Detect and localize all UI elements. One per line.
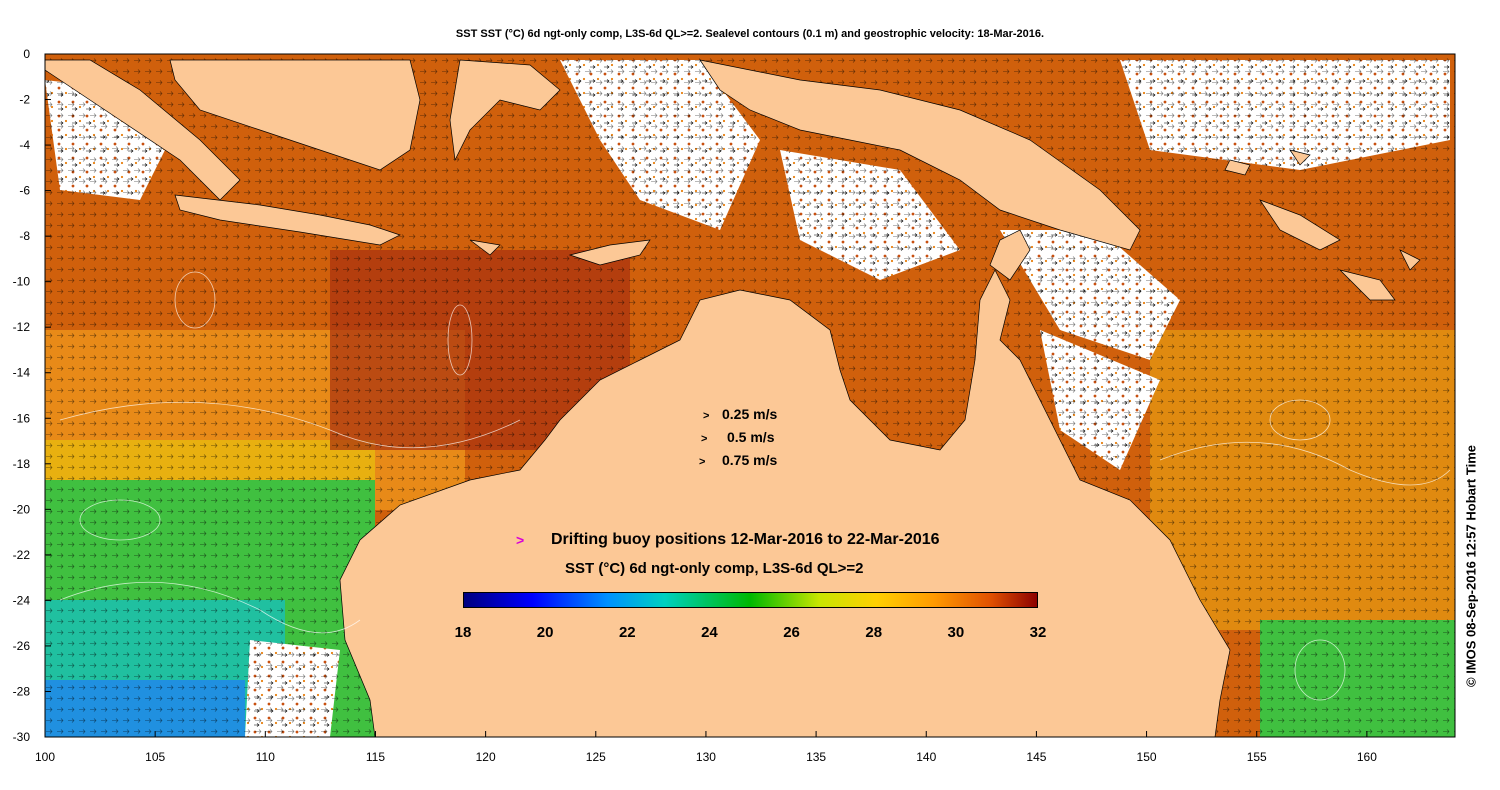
new-guinea-landmass (699, 59, 1141, 251)
x-tick-label-1: 105 (145, 750, 165, 764)
x-tick-label-7: 135 (806, 750, 826, 764)
map-plot-area (45, 54, 1455, 737)
y-tick-label-3: -6 (19, 184, 30, 198)
vanuatu-landmass (1338, 269, 1396, 301)
y-tick-label-7: -14 (13, 366, 31, 380)
y-tick-label-2: -4 (19, 138, 30, 152)
velocity-legend-arrow-3: > (699, 456, 706, 468)
cape-york-landmass (989, 229, 1031, 281)
x-tick-label-4: 120 (476, 750, 496, 764)
x-tick-label-2: 110 (256, 750, 275, 764)
land-masses (45, 59, 1421, 737)
buoy-legend-label: Drifting buoy positions 12-Mar-2016 to 2… (551, 531, 940, 548)
plot-frame (44, 53, 1456, 738)
buoy-legend-arrow: > (516, 532, 525, 548)
colorbar-tick-label-3: 24 (701, 624, 718, 641)
colorbar-tick-label-5: 28 (865, 624, 883, 641)
y-tick-label-6: -12 (13, 320, 31, 334)
x-tick-label-9: 145 (1026, 750, 1046, 764)
australia-landmass (339, 269, 1231, 737)
y-tick-label-4: -8 (19, 229, 30, 243)
velocity-legend-label-3: 0.75 m/s (722, 452, 778, 468)
velocity-legend-label-1: 0.25 m/s (722, 406, 778, 422)
y-tick-label-14: -28 (13, 684, 31, 698)
java-landmass (174, 194, 401, 246)
colorbar-tick-label-2: 22 (618, 624, 636, 641)
y-tick-label-5: -10 (13, 275, 31, 289)
sulawesi-landmass (449, 59, 561, 162)
y-tick-label-10: -20 (13, 502, 31, 516)
colorbar-tick-label-0: 18 (454, 624, 472, 641)
y-tick-label-0: 0 (23, 47, 30, 61)
colorbar-tick-label-6: 30 (947, 624, 965, 641)
y-tick-label-12: -24 (13, 593, 31, 607)
x-tick-label-5: 125 (586, 750, 606, 764)
x-tick-label-3: 115 (366, 750, 385, 764)
map-title: SST SST (°C) 6d ngt-only comp, L3S-6d QL… (455, 28, 1045, 40)
y-tick-label-13: -26 (13, 639, 31, 653)
x-tick-label-12: 160 (1357, 750, 1377, 764)
colorbar-title: SST (°C) 6d ngt-only comp, L3S-6d QL>=2 (565, 560, 864, 577)
y-tick-label-8: -16 (13, 411, 31, 425)
y-tick-label-15: -30 (13, 730, 31, 744)
y-tick-label-9: -18 (13, 457, 31, 471)
velocity-legend-label-2: 0.5 m/s (727, 429, 775, 445)
colorbar-tick-label-4: 26 (783, 624, 800, 641)
sumatra-landmass (45, 59, 241, 201)
imos-credit: © IMOS 08-Sep-2016 12:57 Hobart Time (1463, 445, 1479, 687)
x-tick-label-8: 140 (916, 750, 936, 764)
colorbar (463, 592, 1038, 608)
y-axis: 0 -2 -4 -6 -8 -10 -12 -14 -16 -18 -20 -22 -24 -26 -28 -… (13, 47, 51, 744)
colorbar-tick-label-1: 20 (536, 624, 554, 641)
sealevel-contours (59, 271, 1451, 701)
velocity-legend-arrow-2: > (701, 433, 708, 445)
solomon-landmass (1259, 199, 1341, 251)
x-tick-label-6: 130 (696, 750, 716, 764)
x-tick-label-10: 150 (1137, 750, 1157, 764)
y-tick-label-11: -22 (13, 548, 31, 562)
timor-landmass (568, 239, 651, 266)
x-tick-label-11: 155 (1247, 750, 1267, 764)
x-axis: 100 105 110 115 120 125 130 135 140 145 150 155 160 (35, 731, 1377, 764)
y-tick-label-1: -2 (19, 93, 30, 107)
x-tick-label-0: 100 (35, 750, 55, 764)
small-islands-landmass (469, 149, 1421, 271)
borneo-landmass (169, 59, 421, 171)
colorbar-tick-label-7: 32 (1029, 624, 1047, 641)
velocity-legend-arrow-1: > (703, 410, 710, 422)
